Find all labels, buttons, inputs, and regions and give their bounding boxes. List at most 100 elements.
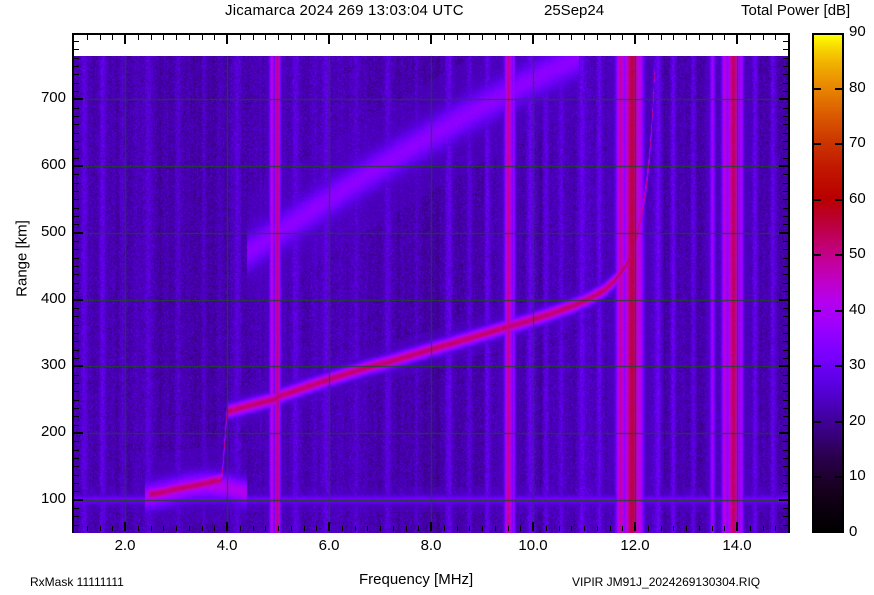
x-minor-tick-top bbox=[737, 35, 738, 40]
x-minor-tick bbox=[673, 526, 675, 531]
x-tick-label: 8.0 bbox=[420, 537, 442, 554]
y-minor-tick-right bbox=[783, 166, 788, 168]
x-minor-tick-top bbox=[227, 35, 228, 40]
x-minor-tick bbox=[507, 526, 509, 531]
x-minor-tick-top bbox=[150, 35, 152, 40]
x-minor-tick-top bbox=[329, 35, 330, 40]
y-minor-tick bbox=[74, 91, 79, 93]
y-minor-tick bbox=[74, 57, 79, 59]
y-minor-tick bbox=[74, 49, 79, 51]
x-minor-tick bbox=[150, 526, 152, 531]
colorbar-tick-label: 80 bbox=[849, 78, 866, 96]
colorbar-tick bbox=[814, 198, 821, 201]
y-minor-tick-right bbox=[783, 441, 788, 443]
y-minor-tick-right bbox=[783, 40, 788, 42]
y-minor-tick bbox=[74, 182, 79, 184]
y-minor-tick bbox=[74, 491, 79, 493]
x-minor-tick-top bbox=[749, 35, 751, 40]
y-minor-tick-right bbox=[783, 416, 788, 418]
y-minor-tick bbox=[74, 174, 79, 176]
y-minor-tick-right bbox=[783, 399, 788, 401]
y-minor-tick-right bbox=[783, 307, 788, 309]
y-minor-tick-right bbox=[783, 391, 788, 393]
y-minor-tick-right bbox=[783, 366, 788, 368]
x-minor-tick bbox=[775, 526, 777, 531]
y-minor-tick bbox=[74, 224, 79, 226]
x-minor-tick bbox=[520, 526, 522, 531]
x-minor-tick bbox=[125, 526, 126, 531]
x-minor-tick-top bbox=[112, 35, 114, 40]
y-minor-tick-right bbox=[783, 66, 788, 67]
x-minor-tick-top bbox=[507, 35, 509, 40]
x-minor-tick bbox=[584, 526, 585, 531]
y-minor-tick-right bbox=[783, 74, 788, 76]
x-minor-tick bbox=[214, 526, 216, 531]
colorbar-tick bbox=[814, 365, 821, 368]
x-minor-tick-top bbox=[660, 35, 662, 40]
x-minor-tick-top bbox=[137, 35, 139, 40]
y-minor-tick bbox=[74, 132, 79, 134]
x-tick-label: 12.0 bbox=[620, 537, 650, 554]
y-minor-tick-right bbox=[783, 257, 788, 259]
x-minor-tick-top bbox=[596, 35, 598, 40]
colorbar-tick-label: 60 bbox=[849, 189, 866, 207]
y-minor-tick bbox=[74, 241, 79, 243]
colorbar-tick-label: 70 bbox=[849, 134, 866, 152]
x-minor-tick bbox=[686, 526, 687, 531]
x-minor-tick-top bbox=[533, 35, 534, 40]
colorbar-tick-right bbox=[835, 254, 842, 257]
colorbar-tick bbox=[814, 309, 821, 312]
y-minor-tick-right bbox=[783, 299, 788, 301]
colorbar-tick-right bbox=[835, 87, 842, 90]
x-minor-tick bbox=[380, 526, 381, 531]
y-minor-tick bbox=[74, 316, 79, 318]
x-minor-tick-top bbox=[316, 35, 318, 40]
x-minor-tick-top bbox=[214, 35, 216, 40]
colorbar-tick-label: 20 bbox=[849, 411, 866, 429]
x-minor-tick-top bbox=[673, 35, 675, 40]
colorbar-tick-right bbox=[835, 309, 842, 312]
x-minor-tick-top bbox=[711, 35, 713, 40]
x-minor-tick bbox=[239, 526, 241, 531]
colorbar-tick-label: 90 bbox=[849, 23, 866, 40]
colorbar-tick-label: 30 bbox=[849, 356, 866, 374]
y-minor-tick-right bbox=[783, 116, 788, 118]
x-minor-tick-top bbox=[558, 35, 560, 40]
y-minor-tick-right bbox=[783, 524, 788, 526]
y-minor-tick bbox=[74, 457, 79, 459]
colorbar-tick-label: 40 bbox=[849, 300, 866, 318]
y-minor-tick-right bbox=[783, 199, 788, 201]
ionogram-heatmap bbox=[74, 56, 788, 533]
y-minor-tick-right bbox=[783, 357, 788, 359]
y-axis-label: Range [km] bbox=[13, 220, 31, 297]
y-minor-tick-right bbox=[783, 424, 788, 426]
x-minor-tick bbox=[354, 526, 356, 531]
y-minor-tick bbox=[74, 307, 79, 309]
x-minor-tick bbox=[494, 526, 496, 531]
x-minor-tick bbox=[660, 526, 662, 531]
x-minor-tick-top bbox=[125, 35, 126, 40]
y-minor-tick bbox=[74, 66, 79, 67]
x-minor-tick-top bbox=[278, 35, 279, 40]
x-minor-tick-top bbox=[303, 35, 305, 40]
x-minor-tick bbox=[469, 526, 471, 531]
x-minor-tick bbox=[252, 526, 254, 531]
y-minor-tick bbox=[74, 407, 79, 409]
y-minor-tick bbox=[74, 82, 79, 84]
x-minor-tick bbox=[749, 526, 751, 531]
x-minor-tick bbox=[176, 526, 177, 531]
y-minor-tick bbox=[74, 382, 79, 384]
x-minor-tick bbox=[533, 526, 534, 531]
y-minor-tick bbox=[74, 516, 79, 518]
colorbar-tick-right bbox=[835, 198, 842, 201]
x-minor-tick-top bbox=[622, 35, 624, 40]
x-minor-tick bbox=[188, 526, 190, 531]
y-tick-label: 200 bbox=[40, 422, 66, 440]
y-minor-tick bbox=[74, 299, 79, 301]
x-minor-tick-top bbox=[99, 35, 101, 40]
x-minor-tick bbox=[622, 526, 624, 531]
y-minor-tick-right bbox=[783, 341, 788, 343]
colorbar-tick bbox=[814, 143, 821, 146]
x-minor-tick-top bbox=[239, 35, 241, 40]
